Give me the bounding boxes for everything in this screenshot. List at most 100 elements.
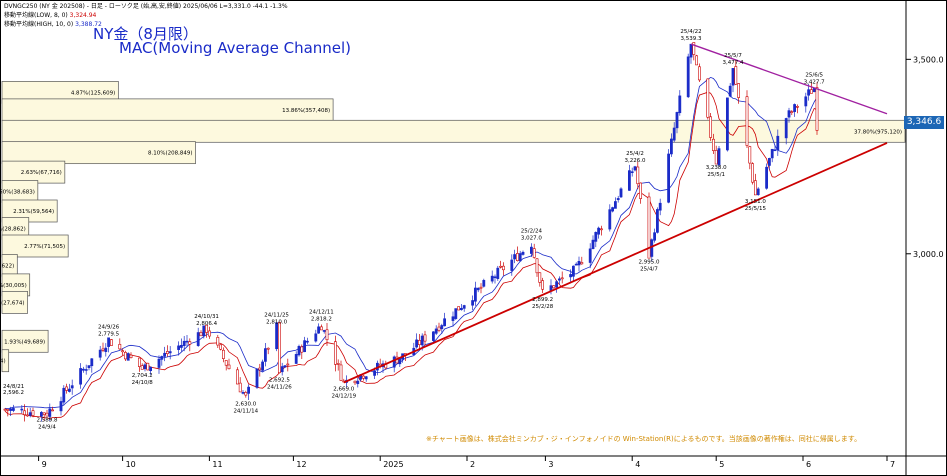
- candle-body: [784, 118, 788, 139]
- candle-body: [275, 322, 279, 350]
- candle-body: [807, 89, 811, 96]
- annotation-label: 2,818.2: [311, 316, 332, 322]
- annotation-label: 3,151.0: [745, 199, 766, 205]
- candle-body: [591, 239, 595, 250]
- ma-high-legend: 移動平均線(HIGH, 10, 0) 3,388.72: [4, 21, 102, 28]
- candle-body: [314, 333, 318, 342]
- x-tick-label: 6: [806, 460, 811, 469]
- candle-body: [692, 42, 696, 55]
- candle-body: [12, 408, 15, 411]
- candle-body: [776, 135, 780, 151]
- candle-body: [765, 166, 769, 189]
- x-tick-label: 12: [296, 460, 306, 469]
- candle-body: [336, 363, 340, 365]
- candle-body: [303, 340, 307, 353]
- annotation-label: 25/6/5: [805, 72, 823, 78]
- candle-body: [196, 332, 200, 346]
- volume-profile-bar: [1, 119, 906, 143]
- candle-body: [639, 182, 643, 199]
- candle-body: [23, 410, 27, 416]
- candle-body: [790, 111, 794, 113]
- annotation-label: 25/4/22: [680, 29, 701, 35]
- candle-body: [294, 354, 298, 364]
- annotation-label: 24/10/31: [194, 314, 219, 320]
- candle-body: [462, 305, 466, 309]
- candle-body: [599, 228, 603, 231]
- candle-body: [339, 364, 343, 381]
- y-tick-label: 3,000.0: [913, 250, 944, 259]
- candle-body: [653, 232, 657, 241]
- candle-body: [166, 351, 169, 355]
- annotation-label: 2,669.0: [333, 387, 354, 393]
- candle-body: [333, 341, 337, 365]
- annotation-label: 25/4/7: [640, 267, 658, 273]
- annotation-label: 2,630.0: [235, 402, 256, 408]
- candle-body: [51, 409, 55, 412]
- annotation-label: 24/9/4: [38, 424, 56, 430]
- volume-profile-bar: [1, 234, 69, 258]
- candle-body: [499, 265, 503, 268]
- candle-body: [322, 330, 326, 332]
- volume-profile-label: 2.77%(71,505): [24, 244, 65, 250]
- candle-body: [124, 352, 127, 360]
- candle-body: [140, 365, 144, 370]
- candle-body: [535, 258, 539, 274]
- candle-body: [82, 368, 85, 371]
- annotation-label: 24/11/14: [233, 409, 258, 415]
- candle-body: [286, 363, 290, 366]
- candle-body: [202, 325, 206, 337]
- x-tick-label: 2025: [383, 460, 403, 469]
- candle-body: [129, 354, 133, 358]
- candle-body: [319, 326, 323, 331]
- candle-body: [697, 66, 701, 81]
- candle-body: [751, 163, 755, 183]
- annotation-label: 2,589.8: [37, 417, 58, 423]
- candle-body: [482, 280, 486, 287]
- candle-body: [398, 358, 402, 365]
- annotation-label: 24/11/26: [267, 384, 292, 390]
- candle-body: [669, 138, 673, 155]
- candle-body: [146, 362, 150, 371]
- candle-body: [795, 106, 799, 108]
- candle-body: [415, 339, 419, 348]
- annotation-label: 3,027.0: [521, 235, 542, 241]
- candle-body: [261, 361, 265, 371]
- annotation-label: 2,806.4: [196, 321, 217, 327]
- candle-body: [443, 318, 447, 327]
- volume-profile-label: 1.93%(49,689): [4, 339, 45, 345]
- candle-body: [25, 414, 29, 417]
- x-tick-label: 5: [719, 460, 724, 469]
- x-tick-label: 7: [890, 460, 895, 469]
- candle-body: [773, 149, 777, 152]
- candle-body: [244, 392, 248, 396]
- annotation-label: 2,810.0: [266, 320, 287, 326]
- candle-body: [277, 322, 281, 374]
- candle-body: [104, 347, 108, 352]
- current-price-tag: 3,346.6: [904, 116, 944, 129]
- candle-body: [529, 246, 533, 254]
- candle-body: [714, 150, 718, 165]
- ma-low-label: 移動平均線(LOW, 8, 0): [4, 12, 68, 19]
- x-tick-label: 11: [212, 460, 222, 469]
- candle-body: [392, 356, 396, 368]
- candle-body: [364, 376, 368, 380]
- candle-body: [630, 171, 634, 173]
- x-tick-label: 9: [42, 460, 47, 469]
- annotation-label: 2,596.2: [3, 390, 24, 396]
- volume-profile-label: 1.07%(27,674): [1, 300, 25, 306]
- candle-body: [689, 43, 693, 58]
- candle-body: [793, 104, 797, 112]
- candle-body: [297, 346, 301, 356]
- candle-body: [205, 324, 209, 333]
- candle-body: [280, 366, 284, 373]
- volume-profile-bar: [1, 291, 28, 314]
- candle-body: [121, 350, 125, 353]
- candle-body: [471, 300, 475, 306]
- volume-profile-label: 1.12%(28,862): [1, 227, 26, 233]
- annotation-label: 2,779.5: [98, 332, 119, 338]
- candle-body: [770, 148, 774, 159]
- ma-low-line: [4, 91, 818, 420]
- candle-body: [283, 365, 287, 368]
- annotation-label: 24/12/11: [309, 309, 334, 315]
- annotation-label: 3,477.4: [723, 60, 744, 66]
